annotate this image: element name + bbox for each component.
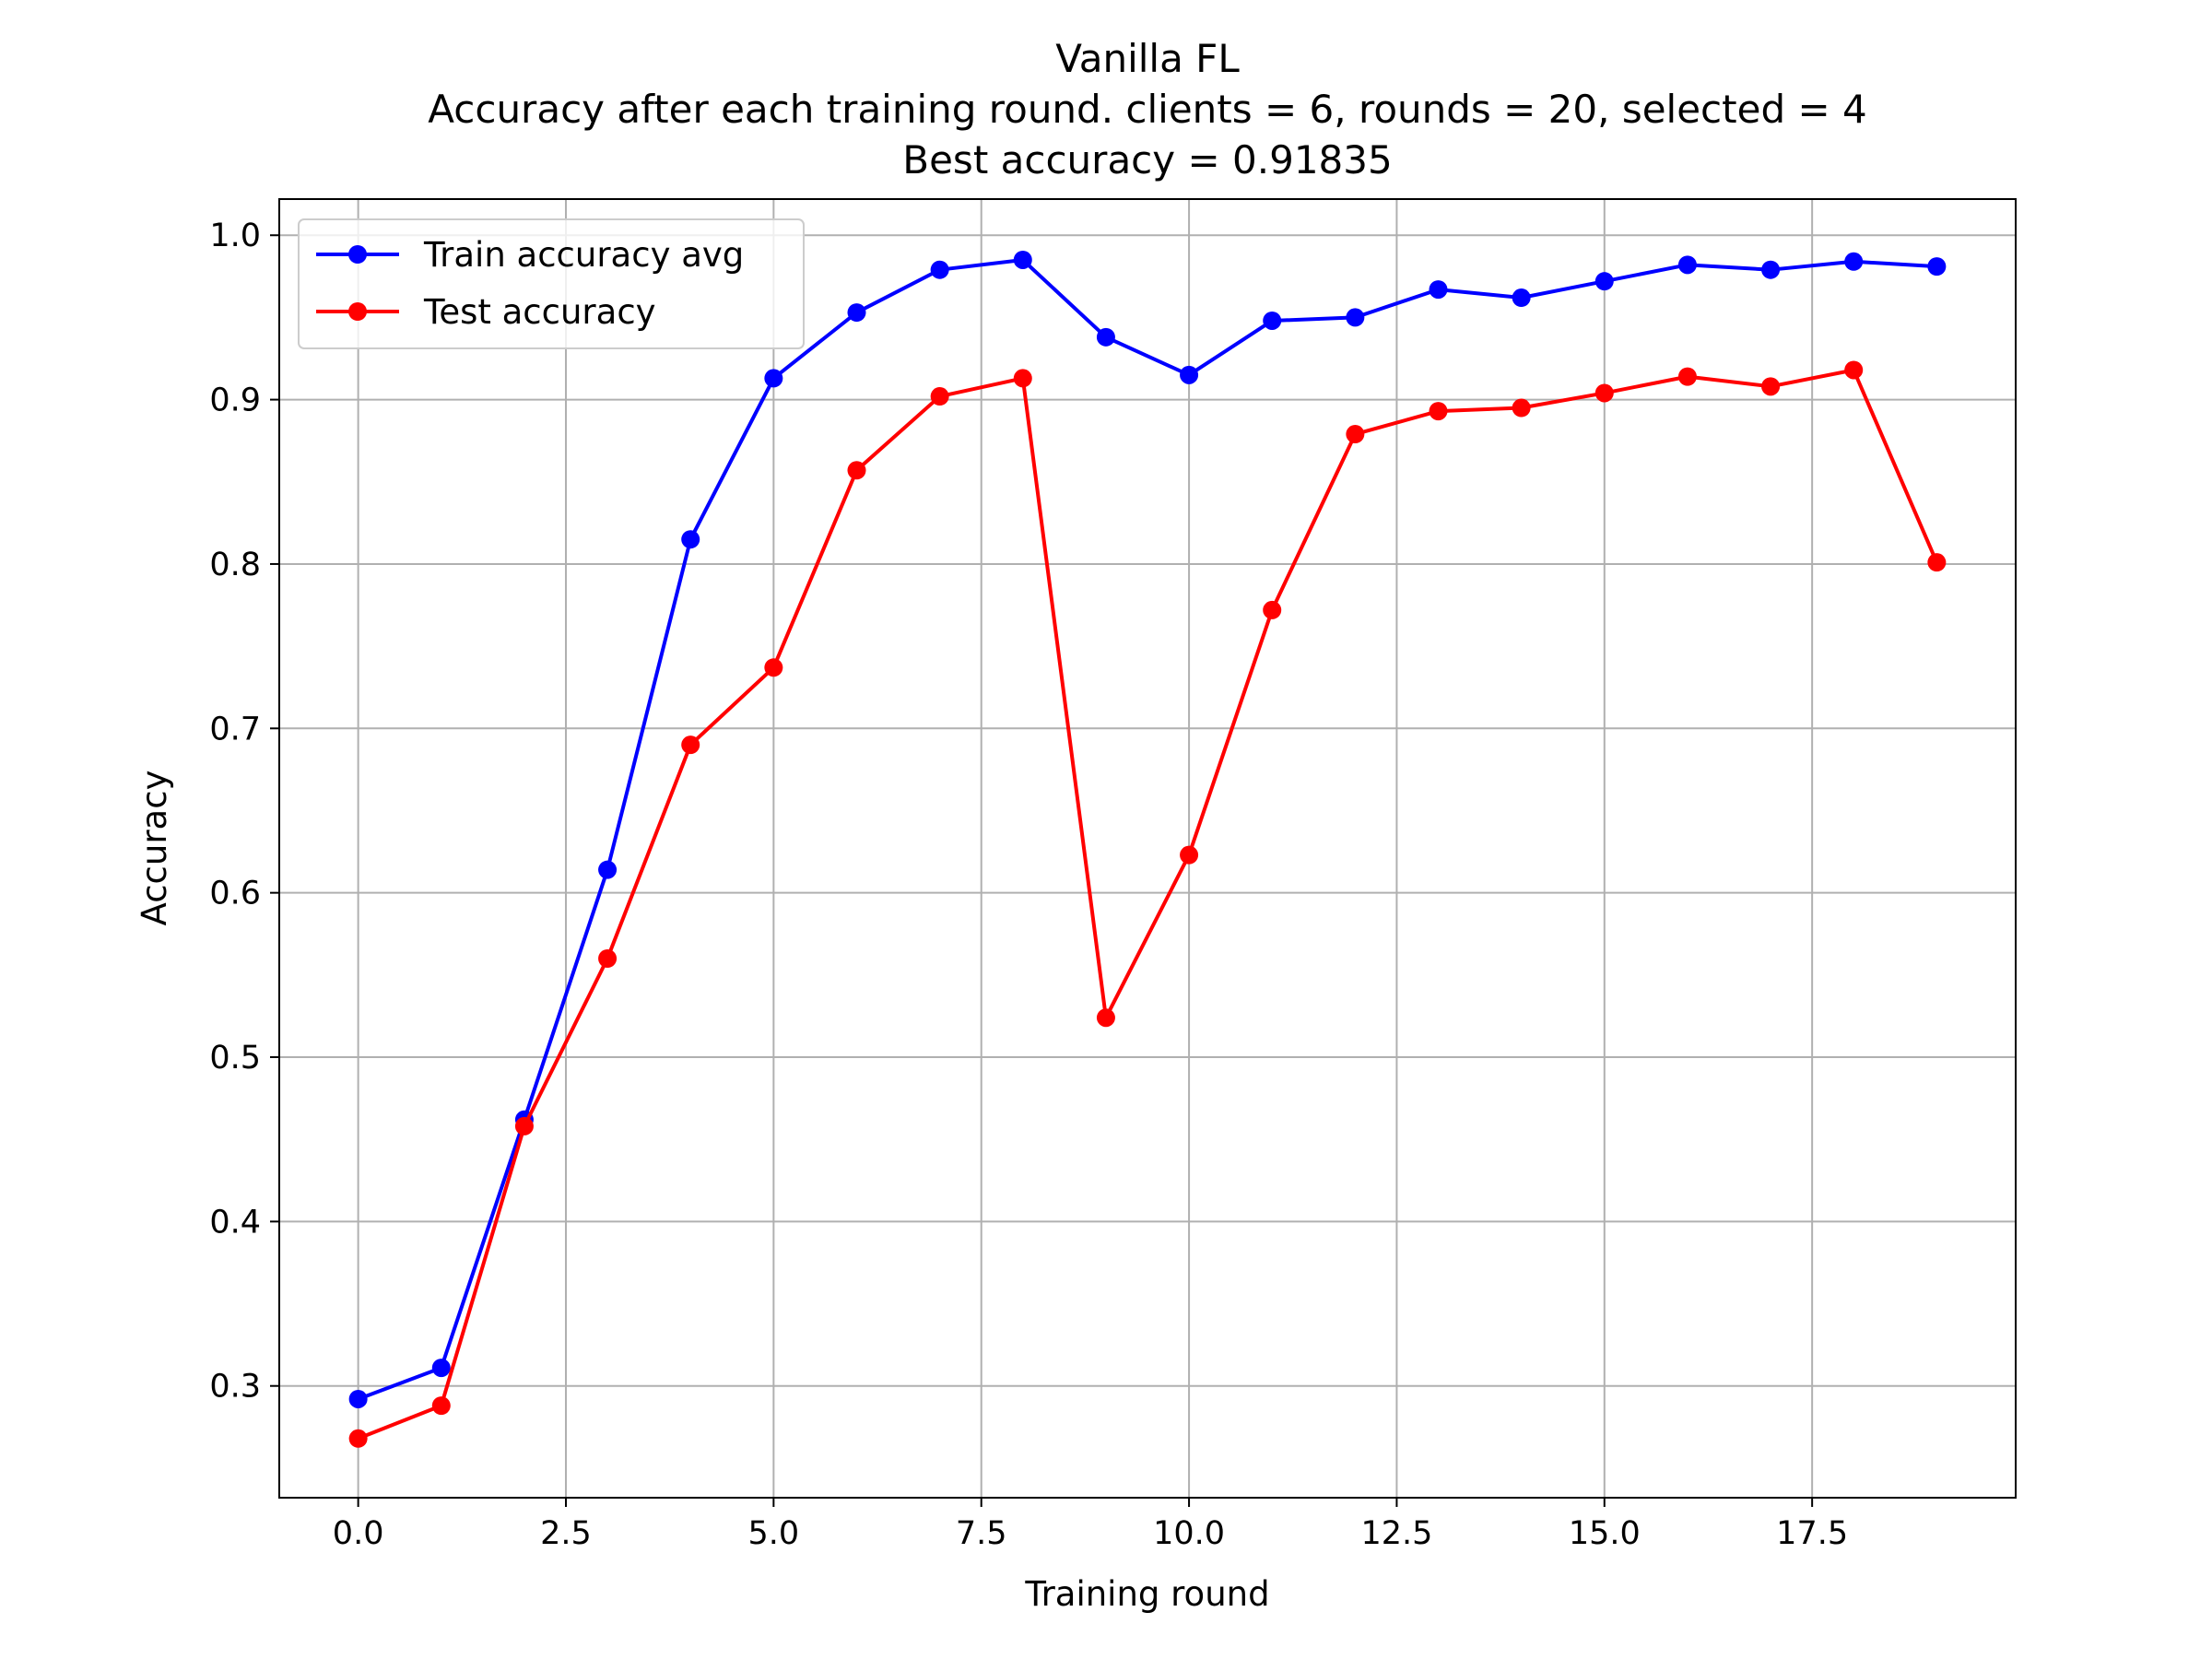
data-point <box>764 369 783 388</box>
data-point <box>1761 260 1781 279</box>
x-tick-label: 5.0 <box>748 1515 800 1552</box>
legend: Train accuracy avg Test accuracy <box>298 218 805 349</box>
x-axis-label: Training round <box>1024 1574 1269 1614</box>
x-tick-label: 12.5 <box>1360 1515 1432 1552</box>
y-tick-label: 0.9 <box>209 382 261 419</box>
data-point <box>1677 367 1697 386</box>
data-point <box>1429 402 1448 421</box>
data-point <box>1096 1008 1115 1028</box>
data-point <box>1677 255 1697 275</box>
x-tick-label: 17.5 <box>1776 1515 1848 1552</box>
data-point <box>1512 288 1531 308</box>
x-tick-label: 2.5 <box>540 1515 592 1552</box>
data-point <box>1512 398 1531 418</box>
data-point <box>764 658 783 677</box>
data-point <box>930 387 949 406</box>
data-point <box>514 1116 534 1135</box>
data-point <box>1594 383 1614 403</box>
data-point <box>847 461 866 480</box>
y-tick-label: 0.5 <box>209 1040 261 1077</box>
data-point <box>847 303 866 323</box>
data-point <box>1844 360 1864 380</box>
data-point <box>1263 600 1282 619</box>
data-point <box>1180 845 1199 865</box>
data-point <box>1013 250 1032 269</box>
chart-subtitle-line-1: Accuracy after each training round. clie… <box>428 87 1866 132</box>
chart-title: Vanilla FL <box>1055 36 1240 81</box>
x-tick-label: 10.0 <box>1153 1515 1225 1552</box>
legend-swatch-marker <box>348 245 367 264</box>
ticks: 0.0 2.5 5.0 7.5 10.0 12.5 15.0 17.5 0.3 0.4 0.5 0.6… <box>209 218 1848 1552</box>
data-point <box>1429 280 1448 300</box>
data-point <box>348 1429 368 1448</box>
legend-label: Train accuracy avg <box>423 235 744 275</box>
y-tick-label: 0.7 <box>209 711 261 747</box>
data-point <box>1346 425 1365 444</box>
legend-swatch-marker <box>348 302 367 321</box>
data-point <box>598 948 618 968</box>
series-1 <box>348 360 1947 1448</box>
data-point <box>1013 369 1032 388</box>
series-layer <box>348 250 1947 1448</box>
data-point <box>1927 553 1947 572</box>
data-point <box>930 260 949 279</box>
y-tick-label: 0.3 <box>209 1369 261 1406</box>
data-point <box>1594 272 1614 291</box>
data-point <box>431 1396 451 1416</box>
data-point <box>1096 327 1115 347</box>
x-tick-label: 0.0 <box>333 1515 384 1552</box>
data-point <box>348 1389 368 1408</box>
y-axis-label: Accuracy <box>135 771 174 926</box>
data-point <box>1180 365 1199 384</box>
x-tick-label: 7.5 <box>956 1515 1007 1552</box>
data-point <box>431 1359 451 1378</box>
plot-area-frame <box>278 198 2017 1499</box>
data-point <box>1263 311 1282 330</box>
y-tick-label: 0.4 <box>209 1204 261 1241</box>
data-point <box>1927 257 1947 276</box>
y-tick-label: 0.6 <box>209 876 261 912</box>
chart-subtitle-line-2: Best accuracy = 0.91835 <box>902 137 1392 182</box>
y-tick-label: 0.8 <box>209 547 261 583</box>
grid <box>279 199 2016 1498</box>
legend-box <box>298 218 805 349</box>
data-point <box>1346 308 1365 327</box>
series-line <box>357 368 1939 1441</box>
data-point <box>1844 252 1864 271</box>
data-point <box>1761 377 1781 396</box>
y-tick-label: 1.0 <box>209 218 261 254</box>
data-point <box>681 530 700 549</box>
x-tick-label: 15.0 <box>1569 1515 1641 1552</box>
series-line <box>357 257 1937 1401</box>
data-point <box>681 735 700 755</box>
legend-label: Test accuracy <box>423 292 656 332</box>
data-point <box>598 860 618 879</box>
